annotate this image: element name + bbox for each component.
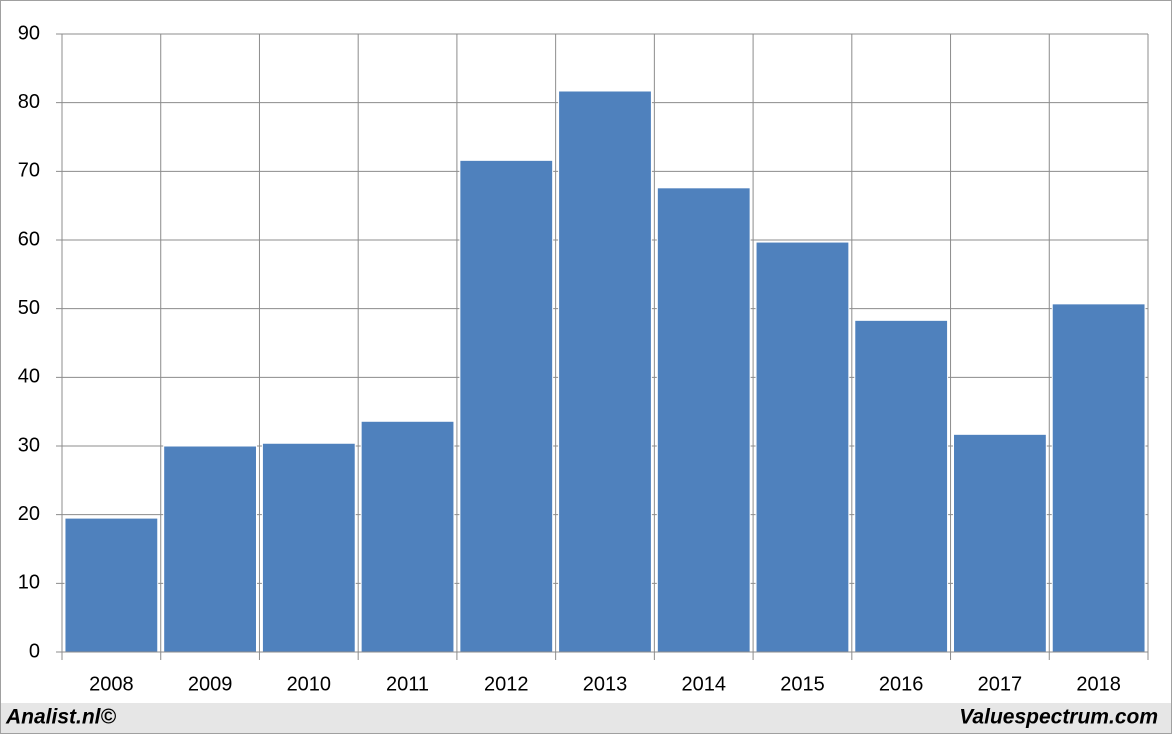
y-tick-label: 60 <box>18 228 40 250</box>
x-tick-label: 2018 <box>1076 673 1121 695</box>
y-tick-label: 40 <box>18 366 40 388</box>
footer-right: Valuespectrum.com <box>959 706 1158 729</box>
footer-bar <box>1 703 1171 733</box>
y-tick-label: 10 <box>18 572 40 594</box>
bar <box>163 445 257 653</box>
x-tick-label: 2014 <box>681 673 726 695</box>
bar <box>261 442 356 653</box>
bar <box>558 90 652 653</box>
y-tick-label: 90 <box>18 22 40 44</box>
bar <box>64 517 159 653</box>
bar <box>656 187 751 653</box>
x-tick-label: 2016 <box>879 673 924 695</box>
y-tick-label: 0 <box>29 640 40 662</box>
footer-left: Analist.nl© <box>5 706 117 729</box>
x-tick-label: 2010 <box>287 673 332 695</box>
y-tick-label: 30 <box>18 434 40 456</box>
bar <box>953 433 1047 653</box>
y-tick-label: 70 <box>18 160 40 182</box>
bar <box>360 420 455 653</box>
x-tick-label: 2009 <box>188 673 233 695</box>
bar <box>459 159 554 653</box>
y-tick-label: 80 <box>18 91 40 113</box>
x-tick-label: 2017 <box>978 673 1023 695</box>
bar <box>854 319 949 653</box>
x-tick-label: 2015 <box>780 673 825 695</box>
x-tick-label: 2008 <box>89 673 134 695</box>
bar <box>1051 303 1146 653</box>
y-tick-label: 50 <box>18 297 40 319</box>
bar <box>755 241 850 653</box>
x-tick-label: 2013 <box>583 673 628 695</box>
x-tick-label: 2011 <box>386 673 429 695</box>
x-tick-label: 2012 <box>484 673 529 695</box>
y-tick-label: 20 <box>18 503 40 525</box>
